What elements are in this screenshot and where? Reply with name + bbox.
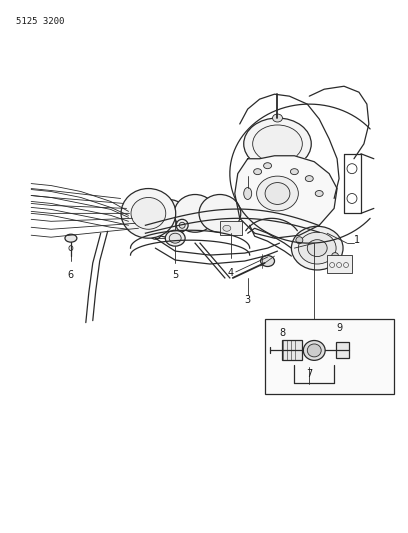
Text: 5125 3200: 5125 3200 xyxy=(16,17,64,26)
Ellipse shape xyxy=(244,118,311,169)
Ellipse shape xyxy=(223,225,231,231)
Ellipse shape xyxy=(152,230,158,236)
Ellipse shape xyxy=(305,175,313,182)
Ellipse shape xyxy=(307,344,321,357)
Ellipse shape xyxy=(298,232,336,264)
Bar xyxy=(220,221,242,235)
Ellipse shape xyxy=(165,230,185,246)
Text: 7: 7 xyxy=(306,369,313,379)
Ellipse shape xyxy=(307,240,327,256)
Text: 9: 9 xyxy=(336,322,342,333)
Polygon shape xyxy=(235,156,337,238)
Ellipse shape xyxy=(264,163,272,168)
Ellipse shape xyxy=(244,188,252,199)
Ellipse shape xyxy=(179,222,185,228)
Ellipse shape xyxy=(296,237,303,244)
Ellipse shape xyxy=(199,195,241,232)
Ellipse shape xyxy=(261,256,275,266)
Ellipse shape xyxy=(265,183,290,205)
Ellipse shape xyxy=(174,195,216,232)
Ellipse shape xyxy=(254,168,262,175)
Ellipse shape xyxy=(65,234,77,242)
Bar xyxy=(327,255,352,273)
Text: 6: 6 xyxy=(68,270,74,280)
Ellipse shape xyxy=(257,176,298,211)
Ellipse shape xyxy=(147,199,189,237)
Ellipse shape xyxy=(303,341,325,360)
Ellipse shape xyxy=(315,190,323,197)
Ellipse shape xyxy=(291,227,343,270)
Text: 1: 1 xyxy=(354,235,360,245)
Text: 8: 8 xyxy=(279,328,286,337)
Ellipse shape xyxy=(149,227,161,239)
Bar xyxy=(264,319,394,394)
Ellipse shape xyxy=(290,168,298,175)
Bar xyxy=(282,341,302,360)
Text: 4: 4 xyxy=(228,268,234,278)
Ellipse shape xyxy=(169,233,181,243)
Ellipse shape xyxy=(273,114,282,122)
Ellipse shape xyxy=(131,197,166,229)
Text: 3: 3 xyxy=(245,295,251,305)
Ellipse shape xyxy=(176,219,188,231)
Ellipse shape xyxy=(121,189,176,238)
Bar xyxy=(336,343,349,358)
Text: 5: 5 xyxy=(172,270,178,280)
Ellipse shape xyxy=(332,253,339,260)
Ellipse shape xyxy=(253,125,302,163)
